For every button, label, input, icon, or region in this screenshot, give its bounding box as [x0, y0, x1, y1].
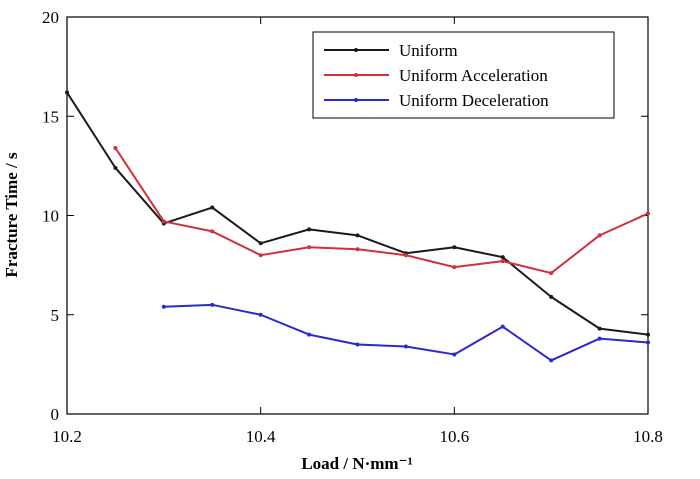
series-line-uniform-acceleration [114, 147, 649, 275]
data-point-uniform [113, 165, 118, 170]
legend-items: Uniform Uniform Acceleration Uniform Decel… [324, 41, 549, 110]
data-point-uniform [646, 332, 650, 337]
data-point-uniform-deceleration [597, 336, 602, 341]
y-axis-title: Fracture Time / s [2, 152, 21, 278]
data-point-uniform-deceleration [403, 344, 408, 349]
data-point-uniform-acceleration [210, 229, 215, 234]
data-point-uniform-deceleration [258, 312, 263, 317]
data-point-uniform-deceleration [549, 358, 554, 363]
y-tick-label: 10 [42, 207, 59, 226]
data-point-uniform [452, 245, 457, 250]
data-point-uniform [500, 255, 505, 260]
data-point-uniform-deceleration [355, 342, 360, 347]
legend-label-uniform: Uniform [399, 41, 458, 60]
legend: Uniform Uniform Acceleration Uniform Decel… [312, 31, 615, 119]
y-tick-label: 20 [42, 8, 59, 27]
data-point-uniform [258, 241, 263, 246]
data-point-uniform-deceleration [646, 340, 650, 345]
x-tick-label: 10.4 [246, 427, 276, 446]
data-point-uniform-deceleration [161, 304, 166, 309]
data-point-uniform-acceleration [258, 253, 263, 258]
legend-marker-uniform [354, 48, 358, 52]
data-point-uniform-acceleration [161, 219, 166, 224]
axis-ticks [66, 16, 649, 415]
x-axis-title: Load / N·mm⁻¹ [301, 454, 412, 473]
data-point-uniform-deceleration [307, 332, 312, 337]
data-point-uniform [597, 326, 602, 331]
axis-tick-labels: 10.2 10.4 10.6 10.8 0 5 10 15 20 [42, 8, 663, 446]
data-point-uniform-deceleration [452, 352, 457, 357]
series-lines [66, 91, 649, 362]
x-tick-label: 10.8 [633, 427, 663, 446]
data-point-uniform-acceleration [549, 271, 554, 276]
x-tick-label: 10.2 [52, 427, 82, 446]
y-tick-label: 15 [42, 107, 59, 126]
legend-marker-uniform-acceleration [354, 73, 358, 77]
series-line-uniform [66, 91, 649, 336]
legend-label-uniform-acceleration: Uniform Acceleration [399, 66, 548, 85]
legend-marker-uniform-deceleration [354, 98, 358, 102]
legend-label-uniform-deceleration: Uniform Deceleration [399, 91, 549, 110]
data-point-uniform-acceleration [355, 247, 360, 252]
data-point-uniform-deceleration [210, 302, 215, 307]
y-tick-label: 0 [51, 405, 60, 424]
data-point-uniform-deceleration [500, 324, 505, 329]
data-point-uniform [307, 227, 312, 232]
data-point-uniform [65, 90, 69, 95]
data-point-uniform [210, 205, 215, 210]
data-point-uniform [355, 233, 360, 238]
data-point-uniform-acceleration [500, 259, 505, 264]
x-tick-label: 10.6 [439, 427, 469, 446]
y-tick-label: 5 [51, 306, 60, 325]
series-points [65, 90, 650, 363]
data-point-uniform [549, 294, 554, 299]
data-point-uniform-acceleration [307, 245, 312, 250]
data-point-uniform-acceleration [646, 211, 650, 216]
data-point-uniform-acceleration [597, 233, 602, 238]
data-point-uniform-acceleration [113, 146, 118, 151]
data-point-uniform-acceleration [452, 265, 457, 270]
data-point-uniform-acceleration [403, 253, 408, 258]
